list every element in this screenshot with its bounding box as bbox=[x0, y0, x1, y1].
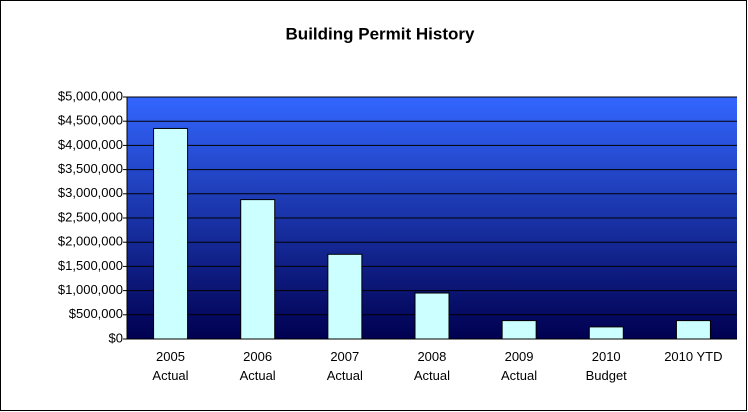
bar bbox=[501, 320, 537, 340]
bar bbox=[414, 292, 450, 340]
x-tick-label: 2009 Actual bbox=[500, 349, 538, 383]
x-tick-label: 2010 Budget bbox=[585, 349, 627, 383]
x-tick-label: 2008 Actual bbox=[413, 349, 450, 383]
x-tick-label: 2010 YTD bbox=[664, 349, 723, 364]
bar bbox=[153, 127, 189, 340]
x-tick-label: 2005 Actual bbox=[152, 349, 189, 383]
x-tick-label: 2006 Actual bbox=[239, 349, 276, 383]
y-tick-label: $4,500,000 bbox=[58, 113, 123, 128]
y-tick-label: $2,500,000 bbox=[58, 209, 123, 224]
y-tick-label: $2,000,000 bbox=[58, 234, 123, 249]
y-tick-label: $500,000 bbox=[69, 306, 123, 321]
bar bbox=[327, 253, 363, 340]
y-tick-label: $1,000,000 bbox=[58, 282, 123, 297]
y-tick-label: $3,500,000 bbox=[58, 161, 123, 176]
y-tick-label: $3,000,000 bbox=[58, 185, 123, 200]
y-tick-label: $5,000,000 bbox=[58, 88, 123, 103]
bar bbox=[240, 199, 276, 340]
y-tick-label: $1,500,000 bbox=[58, 258, 123, 273]
y-tick-label: $0 bbox=[109, 330, 123, 345]
y-tick-label: $4,000,000 bbox=[58, 137, 123, 152]
x-tick-label: 2007 Actual bbox=[326, 349, 363, 383]
chart-title: Building Permit History bbox=[286, 24, 475, 43]
bar bbox=[588, 326, 624, 340]
bar bbox=[675, 320, 711, 340]
